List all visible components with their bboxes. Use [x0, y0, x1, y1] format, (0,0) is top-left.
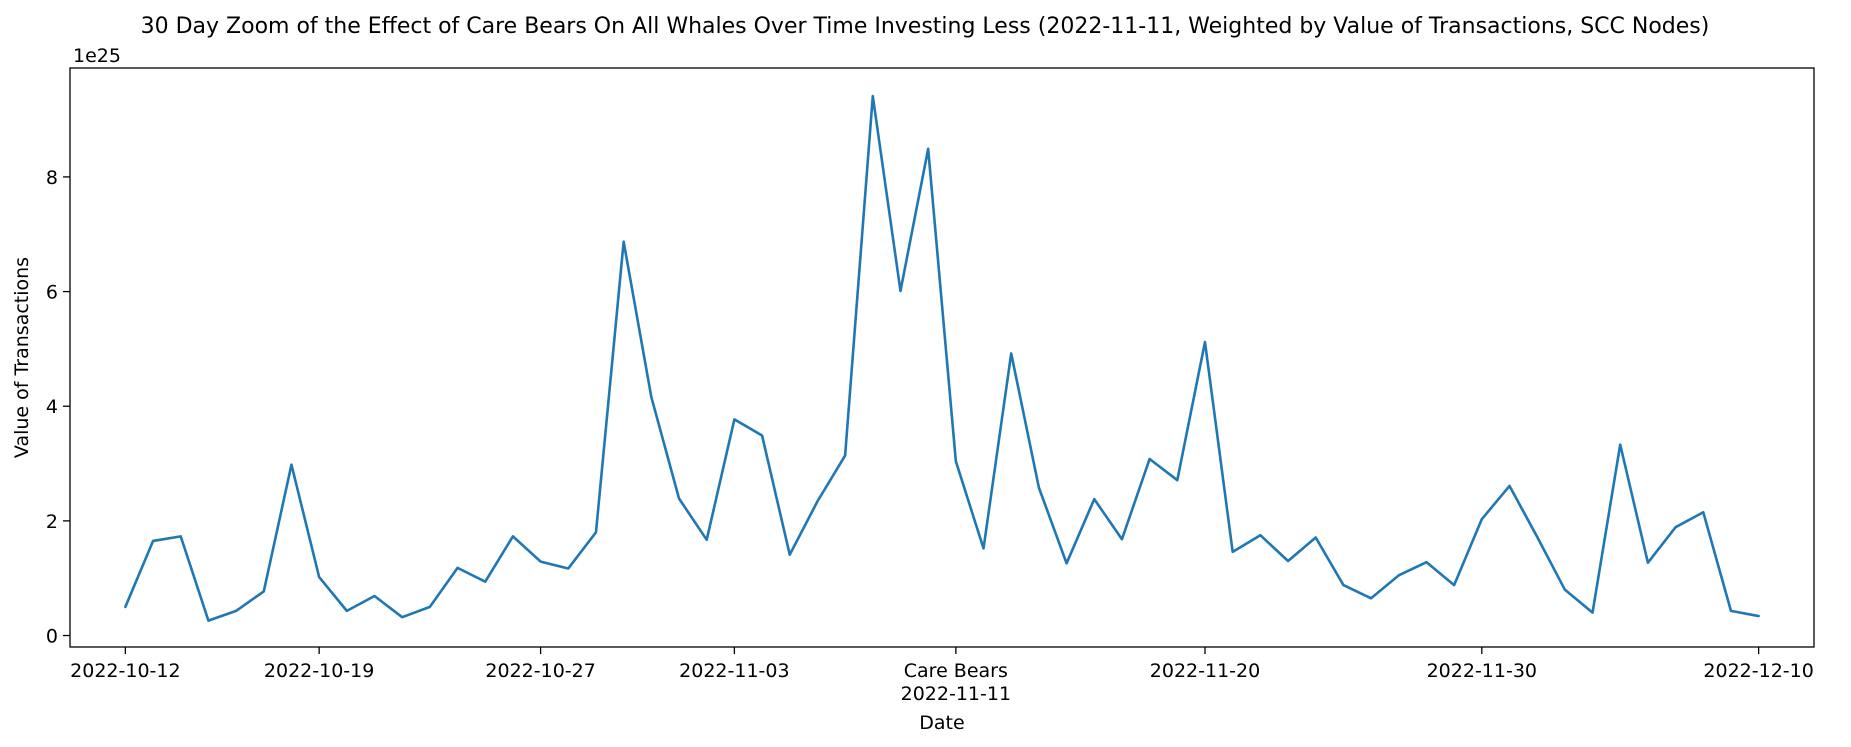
y-axis-label: Value of Transactions [11, 257, 33, 458]
y-tick-label: 2 [46, 511, 58, 533]
x-axis-label: Date [919, 712, 964, 734]
y-axis: 0 2 4 6 8 [46, 167, 70, 648]
y-tick-label: 8 [46, 167, 58, 189]
plot-frame [69, 67, 1815, 648]
x-tick-label: 2022-10-27 [485, 660, 595, 682]
y-tick-label: 4 [46, 396, 58, 418]
x-tick-label: 2022-12-10 [1703, 660, 1813, 682]
x-tick-label: 2022-10-19 [264, 660, 374, 682]
x-tick-label: 2022-11-20 [1150, 660, 1260, 682]
y-offset-text: 1e25 [73, 45, 121, 67]
x-tick-label: 2022-10-12 [70, 660, 180, 682]
y-tick-label: 0 [46, 626, 58, 648]
x-tick-label: 2022-11-03 [679, 660, 789, 682]
x-axis: 2022-10-12 2022-10-19 2022-10-27 2022-11-03… [70, 647, 1814, 705]
series-line [124, 94, 1760, 622]
y-tick-label: 6 [46, 282, 58, 304]
x-tick-label: Care Bears 2022-11-11 [901, 660, 1011, 705]
chart-title: 30 Day Zoom of the Effect of Care Bears … [141, 14, 1710, 39]
x-tick-label: 2022-11-30 [1427, 660, 1537, 682]
